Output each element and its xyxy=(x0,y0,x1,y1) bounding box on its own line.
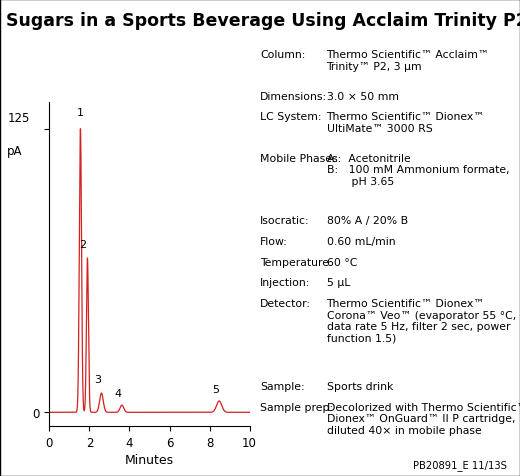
Text: Detector:: Detector: xyxy=(260,298,311,308)
Text: Injection:: Injection: xyxy=(260,278,310,288)
Text: 60 °C: 60 °C xyxy=(327,257,357,267)
Text: Sports drink: Sports drink xyxy=(327,381,393,391)
Text: Sample prep:: Sample prep: xyxy=(260,402,333,412)
Text: Isocratic:: Isocratic: xyxy=(260,216,309,226)
Text: 125: 125 xyxy=(7,112,30,125)
Text: Thermo Scientific™ Acclaim™
Trinity™ P2, 3 μm: Thermo Scientific™ Acclaim™ Trinity™ P2,… xyxy=(327,50,489,71)
Text: 2: 2 xyxy=(80,239,87,249)
Text: Decolorized with Thermo Scientific™
Dionex™ OnGuard™ II P cartridge,
diluted 40×: Decolorized with Thermo Scientific™ Dion… xyxy=(327,402,520,435)
Text: 3: 3 xyxy=(94,374,101,384)
Text: Temperature:: Temperature: xyxy=(260,257,333,267)
Text: 80% A / 20% B: 80% A / 20% B xyxy=(327,216,408,226)
Text: Thermo Scientific™ Dionex™
Corona™ Veo™ (evaporator 55 °C,
data rate 5 Hz, filte: Thermo Scientific™ Dionex™ Corona™ Veo™ … xyxy=(327,298,516,343)
Text: pA: pA xyxy=(7,144,23,158)
Text: 0.60 mL/min: 0.60 mL/min xyxy=(327,236,395,246)
Text: 5 μL: 5 μL xyxy=(327,278,350,288)
Text: 3.0 × 50 mm: 3.0 × 50 mm xyxy=(327,91,398,101)
Text: LC System:: LC System: xyxy=(260,112,321,122)
Text: A:   Acetonitrile
B:   100 mM Ammonium formate,
       pH 3.65: A: Acetonitrile B: 100 mM Ammonium forma… xyxy=(327,153,509,187)
Text: 5: 5 xyxy=(212,384,219,394)
Text: Column:: Column: xyxy=(260,50,305,60)
X-axis label: Minutes: Minutes xyxy=(125,453,174,466)
Text: 1: 1 xyxy=(77,108,84,118)
Text: Flow:: Flow: xyxy=(260,236,288,246)
Text: Sample:: Sample: xyxy=(260,381,305,391)
Text: Dimensions:: Dimensions: xyxy=(260,91,327,101)
Text: Sugars in a Sports Beverage Using Acclaim Trinity P2 in HILIC Mode: Sugars in a Sports Beverage Using Acclai… xyxy=(6,12,520,30)
Text: Mobile Phases:: Mobile Phases: xyxy=(260,153,341,163)
Text: Thermo Scientific™ Dionex™
UltiMate™ 3000 RS: Thermo Scientific™ Dionex™ UltiMate™ 300… xyxy=(327,112,485,134)
Text: PB20891_E 11/13S: PB20891_E 11/13S xyxy=(413,459,507,470)
Text: 4: 4 xyxy=(115,388,122,398)
